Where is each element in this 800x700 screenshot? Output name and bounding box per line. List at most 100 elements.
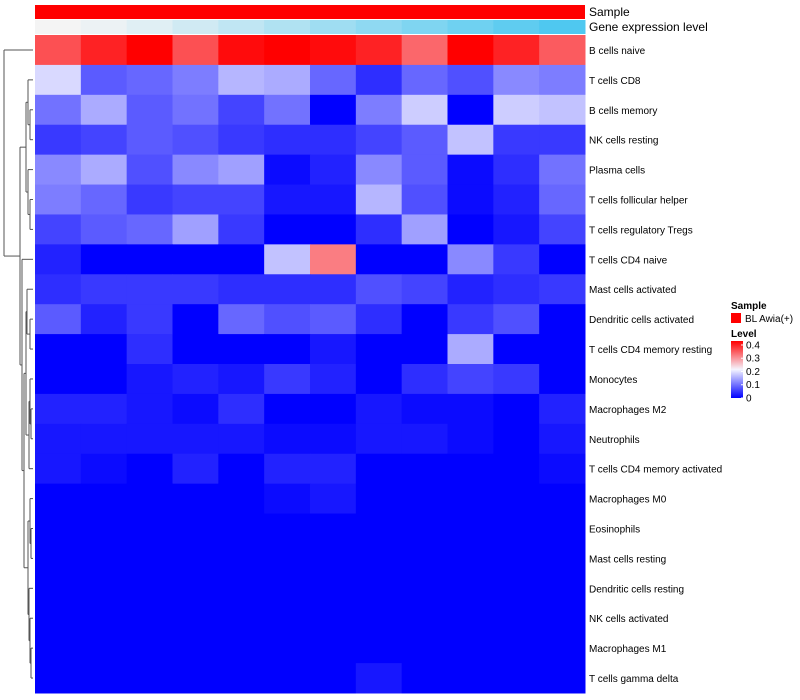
heatmap-cell (218, 334, 265, 365)
heatmap-cell (447, 393, 494, 425)
heatmap-cell (264, 35, 311, 66)
heatmap-cell (172, 35, 219, 66)
heatmap-cell (35, 393, 82, 425)
heatmap-cell (539, 453, 586, 485)
heatmap-cell (539, 334, 586, 365)
heatmap-cell (35, 154, 82, 186)
heatmap-cell (493, 364, 540, 395)
heatmap-cell (493, 214, 540, 245)
heatmap-cell (310, 364, 357, 395)
heatmap-cell (126, 603, 173, 634)
heatmap-cell (218, 64, 265, 96)
heatmap-cell (35, 483, 82, 515)
heatmap-cell (264, 94, 311, 126)
heatmap-cell (447, 35, 494, 66)
heatmap-cell (218, 364, 265, 395)
heatmap-cell (35, 513, 82, 544)
heatmap-cell (264, 573, 311, 604)
heatmap-cell (310, 453, 357, 485)
row-label: T cells regulatory Tregs (589, 225, 693, 236)
legend-sample-title: Sample (731, 301, 767, 312)
heatmap-cell (126, 244, 173, 275)
heatmap-cell (80, 154, 128, 186)
heatmap-cell (218, 154, 265, 186)
heatmap-cell (126, 184, 173, 215)
heatmap-cell (310, 154, 357, 186)
heatmap-cell (401, 603, 448, 634)
heatmap-cell (539, 124, 586, 156)
heatmap-cell (493, 483, 540, 515)
heatmap-cell (126, 364, 173, 395)
heatmap-cell (126, 543, 173, 574)
heatmap-cell (218, 423, 265, 455)
heatmap-cell (447, 513, 494, 544)
heatmap-cell (310, 64, 357, 96)
heatmap-cell (355, 453, 403, 485)
heatmap-cell (310, 94, 357, 126)
heatmap-cell (310, 244, 357, 275)
row-label: Macrophages M2 (589, 405, 667, 416)
heatmap-cell (35, 423, 82, 455)
row-label: T cells CD4 memory resting (589, 345, 712, 356)
heatmap-cell (80, 393, 128, 425)
heatmap-cell (310, 214, 357, 245)
heatmap-cell (172, 483, 219, 515)
heatmap-cell (355, 543, 403, 574)
heatmap-cell (401, 35, 448, 66)
annotation-cell-gene-expression (35, 20, 82, 34)
heatmap-cell (539, 304, 586, 335)
heatmap-cell (264, 483, 311, 515)
heatmap-cell (218, 304, 265, 335)
legend: Sample BL Awia(+) Level 0.4 0.3 0.2 0.1 0 (731, 301, 793, 405)
heatmap-cell (493, 244, 540, 275)
heatmap-cell (447, 244, 494, 275)
heatmap-cell (355, 573, 403, 604)
heatmap-cell (401, 244, 448, 275)
heatmap-cell (126, 513, 173, 544)
heatmap-cell (447, 543, 494, 574)
annotation-cell-gene-expression (264, 20, 311, 34)
heatmap-cell (35, 633, 82, 664)
heatmap-cell (447, 334, 494, 365)
heatmap-cell (355, 154, 403, 186)
heatmap-cell (355, 274, 403, 305)
heatmap-cell (218, 94, 265, 126)
heatmap-cell (447, 64, 494, 96)
heatmap-cell (35, 304, 82, 335)
heatmap-cell (355, 94, 403, 126)
row-label: T cells CD8 (589, 76, 641, 87)
heatmap-cell (355, 334, 403, 365)
heatmap-cell (35, 663, 82, 694)
heatmap-cell (493, 573, 540, 604)
heatmap-cell (355, 483, 403, 515)
heatmap-cell (493, 184, 540, 215)
heatmap-cell (80, 453, 128, 485)
heatmap-cell (310, 124, 357, 156)
heatmap-cell (126, 334, 173, 365)
heatmap-cell (539, 64, 586, 96)
heatmap-cell (80, 35, 128, 66)
heatmap-cell (264, 453, 311, 485)
heatmap-cell (355, 35, 403, 66)
row-label: Mast cells resting (589, 554, 666, 565)
heatmap-cell (264, 64, 311, 96)
heatmap-cell (401, 304, 448, 335)
heatmap-cell (447, 453, 494, 485)
heatmap-cell (264, 603, 311, 634)
heatmap-cell (172, 334, 219, 365)
heatmap-cell (493, 663, 540, 694)
heatmap-cell (264, 244, 311, 275)
heatmap-cell (126, 94, 173, 126)
heatmap-cell (493, 393, 540, 425)
heatmap-cell (401, 64, 448, 96)
heatmap-cell (35, 364, 82, 395)
heatmap-cell (310, 304, 357, 335)
heatmap-cell (493, 94, 540, 126)
heatmap-cell (401, 423, 448, 455)
heatmap-cell (401, 154, 448, 186)
heatmap-cell (401, 214, 448, 245)
row-label: T cells CD4 naive (589, 255, 668, 266)
heatmap-cell (172, 573, 219, 604)
heatmap-cell (35, 124, 82, 156)
heatmap-cell (401, 124, 448, 156)
